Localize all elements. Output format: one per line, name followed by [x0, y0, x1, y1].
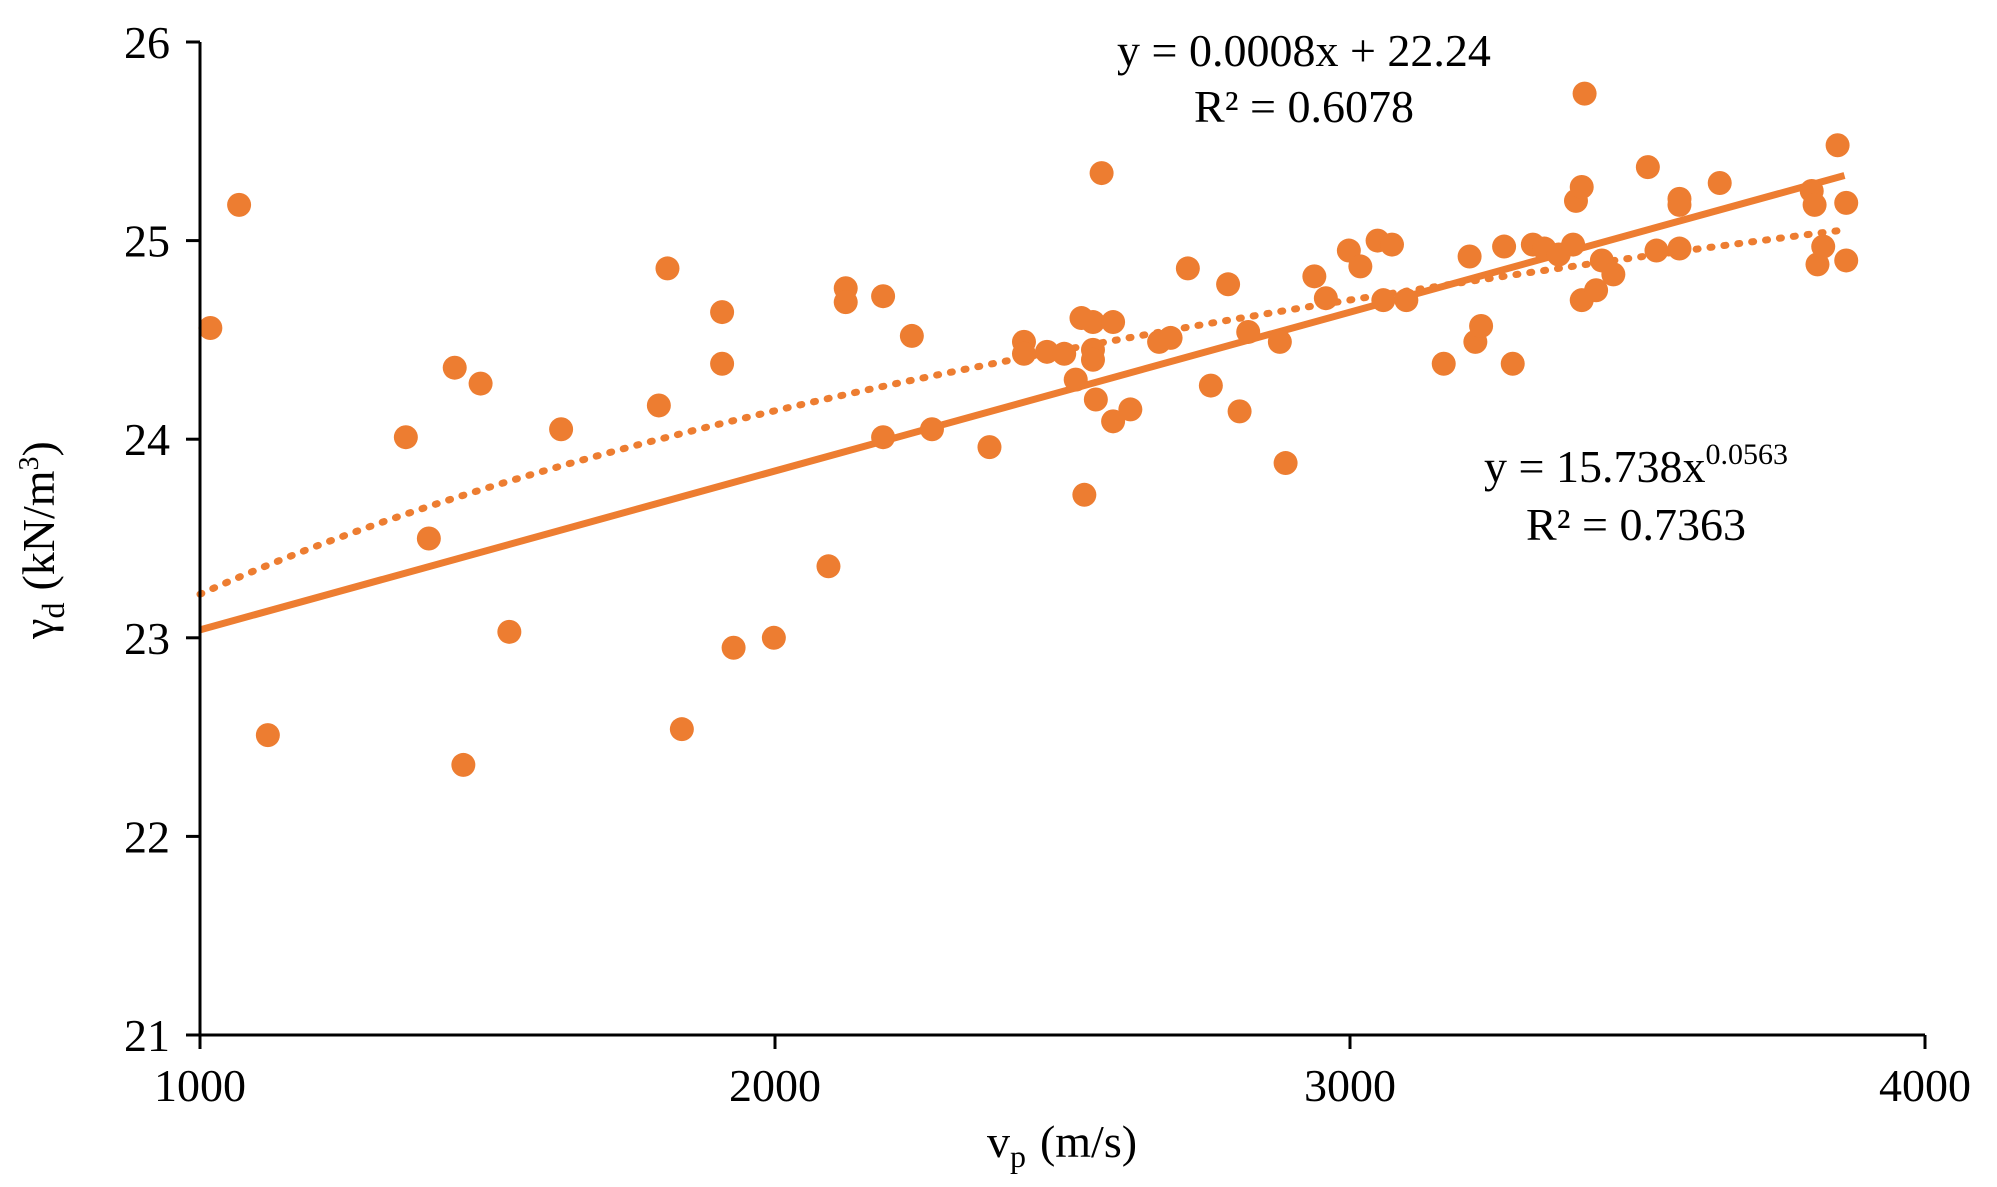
- data-point: [1492, 234, 1517, 259]
- y-tick-label: 21: [124, 1010, 170, 1061]
- data-point: [1572, 81, 1597, 106]
- data-point: [393, 425, 418, 450]
- data-point: [1083, 387, 1108, 412]
- data-point: [833, 290, 858, 315]
- data-point: [1267, 329, 1292, 354]
- data-point: [1469, 313, 1494, 338]
- data-point: [1063, 367, 1088, 392]
- data-point: [1273, 451, 1298, 476]
- data-point: [1811, 234, 1836, 259]
- y-tick-label: 24: [124, 414, 170, 465]
- power-r2-label: R² = 0.7363: [1526, 499, 1746, 550]
- data-point: [1101, 409, 1126, 434]
- data-point: [1457, 244, 1482, 269]
- data-point: [871, 284, 896, 309]
- data-point: [1175, 256, 1200, 281]
- data-point: [1802, 192, 1827, 217]
- data-point: [710, 351, 735, 376]
- linear-equation-label: y = 0.0008x + 22.24: [1117, 25, 1491, 76]
- x-tick-label: 4000: [1879, 1060, 1971, 1111]
- linear-r2-label: R² = 0.6078: [1194, 81, 1414, 132]
- data-points: [198, 81, 1859, 777]
- data-point: [497, 619, 522, 644]
- data-point: [1080, 310, 1105, 335]
- data-point: [1216, 272, 1241, 297]
- data-point: [1707, 171, 1732, 196]
- data-point: [442, 355, 467, 380]
- data-point: [1394, 288, 1419, 313]
- data-point: [1118, 397, 1143, 422]
- data-point: [871, 425, 896, 450]
- power-equation-label: y = 15.738x0.0563: [1484, 438, 1788, 492]
- data-point: [1011, 341, 1036, 366]
- data-point: [1236, 319, 1261, 344]
- data-point: [977, 435, 1002, 460]
- data-point: [1584, 278, 1609, 303]
- data-point: [669, 717, 694, 742]
- y-tick-label: 26: [124, 17, 170, 68]
- data-point: [710, 300, 735, 325]
- linear-trendline: [199, 172, 1846, 634]
- data-point: [1431, 351, 1456, 376]
- x-axis-ticks: 1000 2000 3000 4000: [154, 1035, 1971, 1111]
- data-point: [655, 256, 680, 281]
- data-point: [416, 526, 441, 551]
- data-point: [1101, 310, 1126, 335]
- data-point: [1569, 174, 1594, 199]
- data-point: [1052, 341, 1077, 366]
- data-point: [255, 723, 280, 748]
- data-point: [1561, 232, 1586, 257]
- data-point: [899, 323, 924, 348]
- data-point: [1313, 286, 1338, 311]
- data-point: [1302, 264, 1327, 289]
- data-point: [761, 625, 786, 650]
- data-point: [1227, 399, 1252, 424]
- y-tick-label: 23: [124, 613, 170, 664]
- data-point: [198, 315, 223, 340]
- data-point: [919, 417, 944, 442]
- data-point: [468, 371, 493, 396]
- data-point: [227, 192, 252, 217]
- y-tick-label: 22: [124, 811, 170, 862]
- data-point: [1089, 161, 1114, 186]
- data-point: [1667, 236, 1692, 261]
- data-point: [549, 417, 574, 442]
- data-point: [1834, 190, 1859, 215]
- x-tick-label: 3000: [1304, 1060, 1396, 1111]
- data-point: [1379, 232, 1404, 257]
- data-point: [1825, 133, 1850, 158]
- data-point: [1072, 482, 1097, 507]
- data-point: [1080, 347, 1105, 372]
- data-point: [1500, 351, 1525, 376]
- y-tick-label: 25: [124, 216, 170, 267]
- data-point: [1667, 192, 1692, 217]
- data-point: [646, 393, 671, 418]
- data-point: [451, 752, 476, 777]
- data-point: [721, 635, 746, 660]
- y-axis-ticks: 21 22 23 24 25 26: [124, 17, 200, 1061]
- x-tick-label: 1000: [154, 1060, 246, 1111]
- data-point: [1158, 325, 1183, 350]
- data-point: [1834, 248, 1859, 273]
- data-point: [1601, 262, 1626, 287]
- data-point: [1644, 238, 1669, 263]
- data-point: [1348, 254, 1373, 279]
- data-point: [1635, 155, 1660, 180]
- y-axis-title: γd(kN/m3): [13, 441, 71, 640]
- x-tick-label: 2000: [729, 1060, 821, 1111]
- data-point: [1371, 288, 1396, 313]
- data-point: [1198, 373, 1223, 398]
- data-point: [816, 554, 841, 579]
- x-axis-title: vp (m/s): [987, 1116, 1137, 1174]
